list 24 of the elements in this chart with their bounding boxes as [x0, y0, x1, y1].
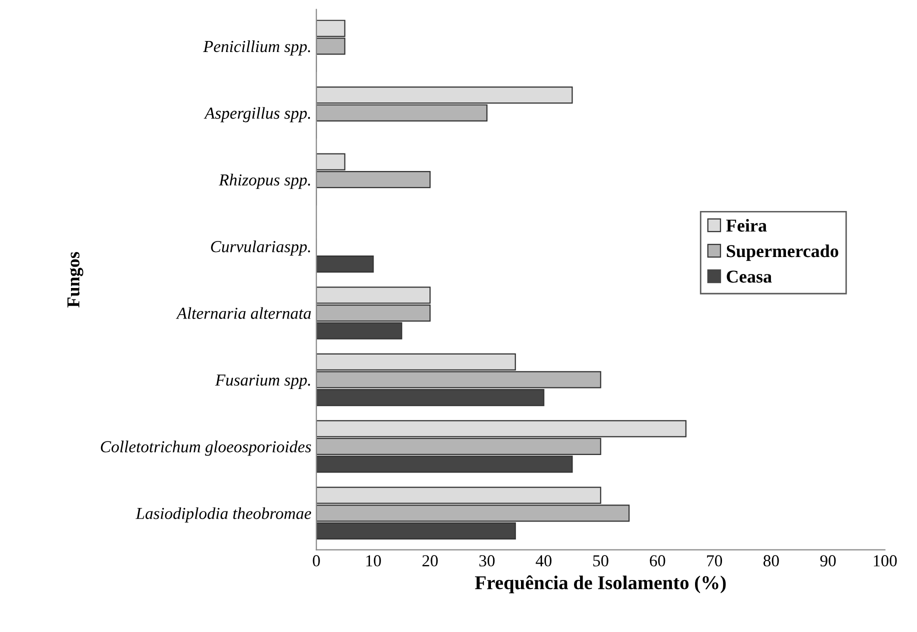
x-tick-label: 0 [312, 555, 320, 566]
y-tick-label: Aspergillus spp. [204, 107, 310, 122]
x-tick-label: 90 [820, 555, 836, 566]
x-tick-label: 20 [422, 555, 438, 566]
x-tick-label: 50 [593, 555, 608, 566]
y-tick-label: Fusarium spp. [215, 374, 310, 390]
x-tick-label: 30 [479, 555, 495, 566]
legend-label: Ceasa [726, 270, 772, 283]
y-tick-label: Rhizopus spp. [218, 174, 310, 189]
x-tick-label: 60 [650, 555, 666, 566]
x-tick-label: 10 [366, 555, 381, 566]
legend-label: Supermercado [726, 244, 838, 261]
y-tick-label: Colletotrichum gloeosporioides [100, 440, 311, 456]
y-tick-label: Penicillium spp. [203, 40, 310, 56]
x-tick-label: 80 [764, 555, 779, 566]
y-tick-label: Alternaria alternata [176, 307, 311, 319]
x-axis-title: Frequência de Isolamento (%) [475, 575, 726, 594]
legend-label: Feira [726, 219, 767, 232]
x-tick-label: 40 [536, 555, 552, 566]
x-tick-label: 100 [874, 555, 897, 566]
y-tick-label: Curvulariaspp. [211, 240, 310, 256]
x-tick-label: 70 [707, 555, 722, 566]
y-axis-title: Fungos [67, 252, 84, 308]
y-tick-label: Lasiodiplodia theobromae [136, 507, 312, 522]
